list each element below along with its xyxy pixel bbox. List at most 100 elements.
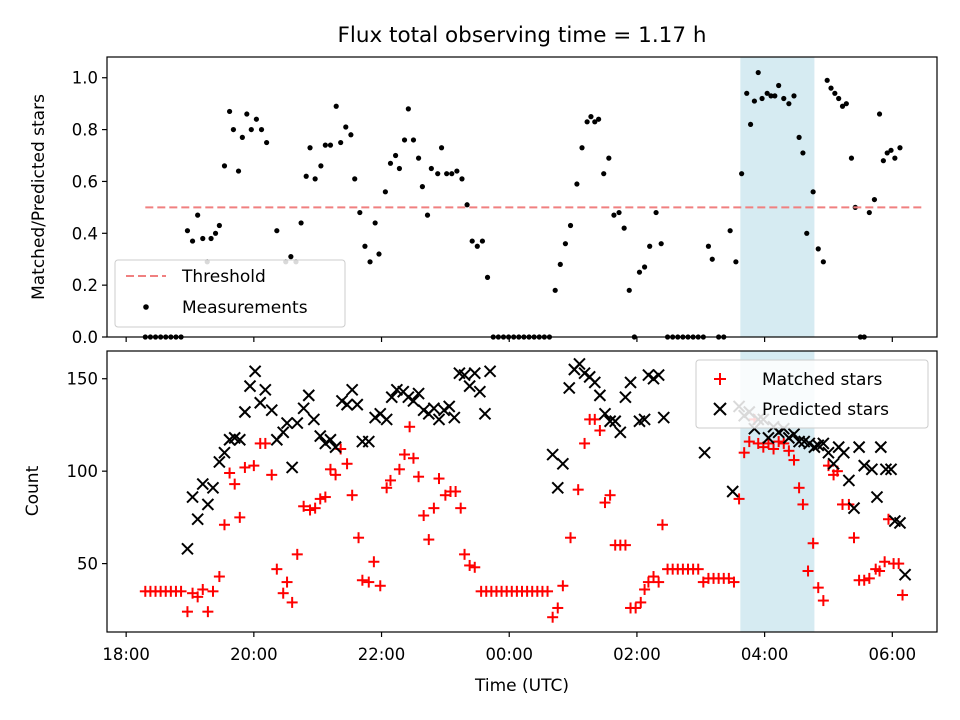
- measurement-point: [469, 238, 475, 244]
- matched-star-point: [330, 469, 342, 481]
- matched-star-point: [455, 502, 467, 514]
- predicted-star-point: [380, 413, 393, 426]
- measurement-point: [348, 132, 354, 138]
- y-tick-label: 100: [67, 462, 99, 481]
- measurement-point: [781, 95, 787, 102]
- predicted-star-point: [412, 387, 425, 400]
- y-tick-label: 0.6: [72, 172, 98, 191]
- predicted-star-point: [243, 379, 257, 393]
- matched-star-point: [642, 576, 654, 588]
- matched-star-point: [639, 583, 651, 595]
- measurement-point: [843, 101, 849, 107]
- matched-star-point: [324, 463, 336, 475]
- predicted-star-point: [314, 429, 327, 443]
- matched-star-point: [783, 445, 795, 457]
- measurement-point: [884, 150, 890, 156]
- measurement-point: [382, 189, 388, 195]
- matched-star-point: [356, 574, 368, 586]
- predicted-star-point: [443, 400, 456, 413]
- matched-star-point: [635, 596, 647, 608]
- measurement-point: [653, 209, 659, 216]
- measurement-point: [892, 155, 898, 161]
- matched-stars-points: [139, 413, 909, 623]
- predicted-star-point: [473, 385, 487, 398]
- measurement-point: [592, 119, 598, 125]
- predicted-star-point: [432, 413, 446, 426]
- measurement-point: [772, 93, 778, 99]
- measurement-point: [479, 238, 486, 244]
- predicted-star-point: [191, 513, 204, 526]
- predicted-star-point: [898, 568, 912, 581]
- predicted-star-point: [858, 459, 871, 472]
- predicted-star-point: [556, 457, 570, 470]
- matched-star-point: [428, 502, 440, 514]
- measurement-point: [606, 155, 612, 161]
- y-tick-label: 1.0: [72, 69, 98, 88]
- predicted-star-point: [285, 461, 299, 474]
- top-x-ticks: [125, 337, 893, 342]
- measurement-point: [800, 150, 806, 156]
- x-tick-label: 20:00: [230, 645, 278, 664]
- predicted-star-point: [726, 485, 739, 498]
- measurement-point: [747, 121, 754, 128]
- measurement-point: [401, 137, 408, 143]
- predicted-star-point: [345, 383, 359, 397]
- y-tick-label: 50: [77, 555, 98, 574]
- matched-star-point: [181, 606, 193, 618]
- matched-star-point: [656, 519, 668, 531]
- measurement-point: [836, 95, 842, 102]
- matched-star-point: [353, 532, 365, 544]
- measurement-point: [396, 165, 403, 172]
- measurement-point: [804, 230, 810, 236]
- measurement-point: [755, 69, 761, 76]
- measurement-point: [768, 93, 774, 99]
- predicted-star-point: [340, 398, 354, 411]
- measurement-point: [307, 145, 313, 151]
- measurement-point: [621, 225, 627, 231]
- matched-star-point: [469, 561, 481, 573]
- predicted-star-point: [638, 413, 651, 426]
- matched-star-point: [281, 576, 293, 588]
- matched-star-point: [298, 500, 310, 512]
- measurement-point: [343, 124, 349, 130]
- measurement-point: [574, 181, 580, 187]
- matched-star-point: [692, 563, 704, 575]
- measurement-point: [596, 116, 602, 122]
- measurement-point: [880, 158, 886, 164]
- matched-star-point: [239, 461, 251, 473]
- measurement-point: [322, 142, 328, 148]
- measurement-point: [751, 98, 758, 104]
- predicted-star-point: [827, 457, 840, 470]
- measurement-point: [248, 126, 254, 133]
- predicted-star-point: [458, 368, 471, 382]
- predicted-stars-points: [181, 357, 912, 581]
- predicted-star-point: [265, 403, 278, 417]
- matched-star-point: [464, 559, 476, 571]
- matched-star-point: [423, 534, 435, 546]
- matched-star-point: [202, 606, 214, 618]
- bottom-legend: Matched stars Predicted stars: [695, 359, 929, 429]
- matched-star-point: [738, 447, 750, 459]
- top-axes-frame: [106, 56, 938, 338]
- measurement-point: [484, 274, 491, 280]
- bottom-x-ticks: 18:00 20:00 22:00 00:00 02:00 04:00 06:00: [102, 632, 916, 664]
- matched-star-point: [817, 595, 829, 607]
- matched-star-point: [547, 611, 559, 623]
- matched-star-point: [291, 548, 303, 560]
- matched-star-point: [653, 576, 665, 588]
- measurement-point: [244, 111, 250, 117]
- matched-star-point: [565, 532, 577, 544]
- measurement-point: [815, 246, 821, 252]
- legend-measurements-swatch: [143, 304, 149, 310]
- predicted-star-point: [427, 402, 441, 415]
- matched-star-point: [259, 437, 271, 449]
- measurement-point: [733, 259, 739, 265]
- matched-star-point: [363, 576, 375, 588]
- predicted-star-point: [362, 435, 375, 448]
- measurement-point: [588, 114, 594, 120]
- top-legend-frame: [114, 259, 346, 328]
- predicted-star-point: [463, 379, 476, 393]
- legend-matched-label: Matched stars: [762, 370, 882, 390]
- measurement-point: [216, 222, 222, 229]
